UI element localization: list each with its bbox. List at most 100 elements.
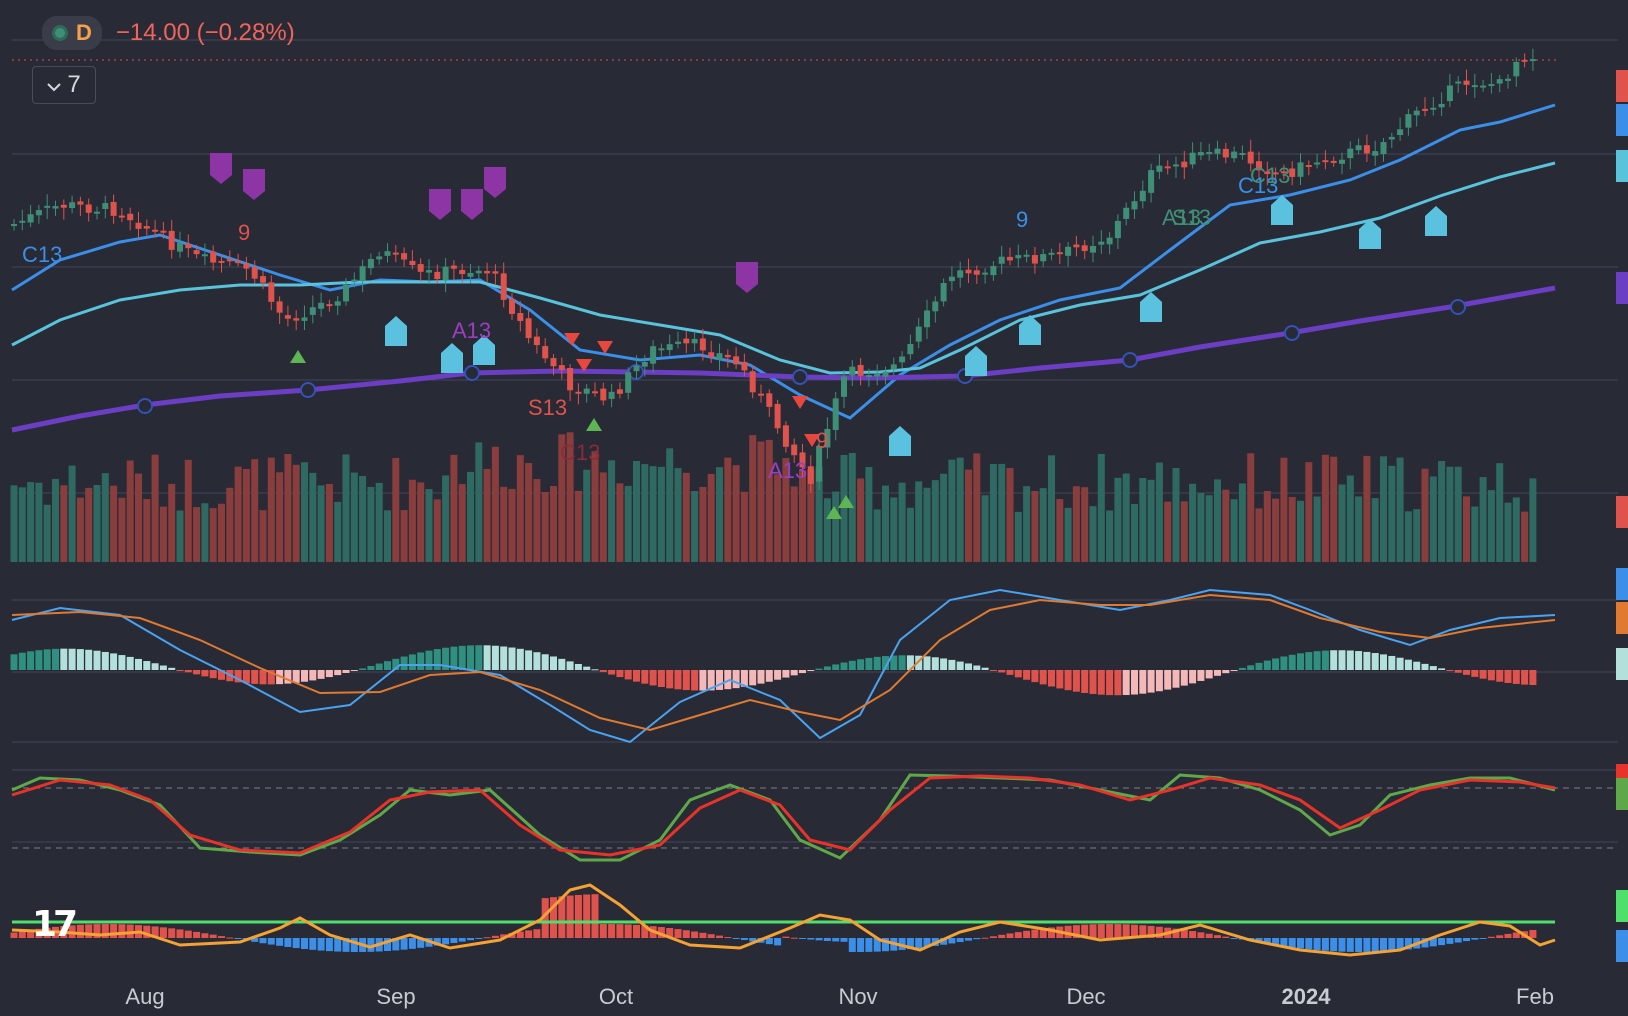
volume-bar <box>1504 502 1512 562</box>
oscillator-bar <box>790 937 798 939</box>
macd-histogram-bar <box>1097 670 1105 695</box>
oscillator-bar <box>384 938 391 952</box>
macd-histogram-bar <box>641 670 649 684</box>
candle-body <box>691 338 698 344</box>
candle-body <box>1123 207 1130 219</box>
oscillator-bar <box>110 924 118 938</box>
macd-histogram-bar <box>1023 670 1031 680</box>
candle-body <box>965 269 972 274</box>
volume-bar <box>599 472 607 562</box>
symbol-pill[interactable]: D <box>42 16 102 50</box>
volume-bar <box>558 434 566 562</box>
oscillator-bar <box>193 931 201 938</box>
oscillator-bar <box>1189 931 1197 938</box>
moving-averages <box>11 103 1556 433</box>
macd-histogram-bar <box>1438 668 1446 670</box>
macd-histogram-bar <box>1313 651 1321 670</box>
oscillator-bar <box>1106 924 1114 938</box>
candle-body <box>625 372 632 393</box>
oscillator-bar <box>209 934 217 938</box>
candle-body <box>1496 79 1503 84</box>
volume-bar <box>500 486 508 562</box>
volume-bar <box>915 481 923 562</box>
macd-histogram-bar <box>491 645 499 670</box>
buy-arrow-marker <box>1019 315 1041 345</box>
candle-body <box>749 371 756 393</box>
oscillator-bar <box>948 938 956 944</box>
macd-histogram-bar <box>1330 650 1338 670</box>
macd-histogram-bar <box>85 649 93 670</box>
oscillator-bar <box>93 924 101 938</box>
sell-flag-marker <box>484 167 506 198</box>
volume-bar <box>525 463 533 562</box>
candle-body <box>567 368 574 391</box>
volume-bar <box>591 451 599 562</box>
sequential-count-label: 9 <box>1016 207 1028 232</box>
volume-bar <box>375 482 383 562</box>
volume-bar <box>1380 456 1387 562</box>
oscillator-bar <box>898 938 906 950</box>
oscillator-bar <box>666 927 674 938</box>
macd-histogram-bar <box>1338 650 1346 670</box>
oscillator-bar <box>956 938 964 943</box>
macd-histogram-bar <box>301 670 308 682</box>
candle-body <box>1289 168 1296 177</box>
oscillator-bar <box>848 938 856 952</box>
macd-histogram-bar <box>906 655 914 670</box>
macd-histogram-bar <box>93 650 101 670</box>
candle-body <box>226 259 233 262</box>
macd-histogram-bar <box>1380 654 1387 670</box>
macd-histogram-bar <box>350 670 358 671</box>
collapse-indicators-button[interactable]: 7 <box>32 66 96 104</box>
price-scale-tag <box>1616 602 1628 634</box>
volume-bar <box>799 470 806 562</box>
candle-body <box>1480 85 1487 88</box>
volume-bar <box>1346 475 1354 562</box>
macd-histogram-bar <box>691 670 699 691</box>
oscillator-bar <box>168 928 176 938</box>
macd-histogram-bar <box>500 646 508 670</box>
volume-bar <box>1014 511 1022 562</box>
macd-histogram-bar <box>1272 658 1280 670</box>
macd-histogram-bar <box>848 660 856 670</box>
candle-body <box>1131 201 1138 210</box>
price-scale-tag <box>1616 70 1628 102</box>
x-tick-label: Dec <box>1066 984 1106 1009</box>
volume-bar <box>159 506 167 562</box>
volume-bar <box>1180 501 1188 562</box>
candle-body <box>1339 159 1345 164</box>
candle-body <box>210 251 217 263</box>
ema-node-marker <box>1450 299 1466 315</box>
candle-body <box>251 267 258 279</box>
macd-histogram-bar <box>774 670 782 680</box>
candle-body <box>899 356 906 363</box>
oscillator-bar <box>176 929 184 938</box>
down-triangle-marker <box>804 434 820 447</box>
volume-bar <box>807 469 815 562</box>
volume-bar <box>43 504 51 562</box>
sell-flag-marker <box>210 153 232 184</box>
oscillator-bar <box>1064 925 1072 938</box>
legend-header: D −14.00 (−0.28%) <box>42 16 295 50</box>
oscillator-bar <box>574 894 582 938</box>
macd-histogram-bar <box>417 652 425 670</box>
candle-body <box>1505 78 1511 81</box>
volume-bar <box>1072 486 1080 562</box>
volume-bar <box>1479 477 1487 562</box>
oscillator-bar <box>1280 938 1288 947</box>
macd-histogram-bar <box>201 670 209 677</box>
candle-body <box>135 222 142 229</box>
price-change: −14.00 (−0.28%) <box>115 19 295 46</box>
macd-histogram-bar <box>890 655 898 670</box>
candle-body <box>616 389 623 394</box>
macd-histogram-bar <box>342 670 350 673</box>
candle-body <box>475 270 482 274</box>
volume-bar <box>1139 478 1147 562</box>
sell-flag-marker <box>461 189 483 220</box>
macd-signal-line <box>11 593 1556 732</box>
oscillator-bar <box>491 935 499 938</box>
oscillator-bar <box>1230 938 1238 939</box>
volume-bar <box>1496 463 1504 562</box>
